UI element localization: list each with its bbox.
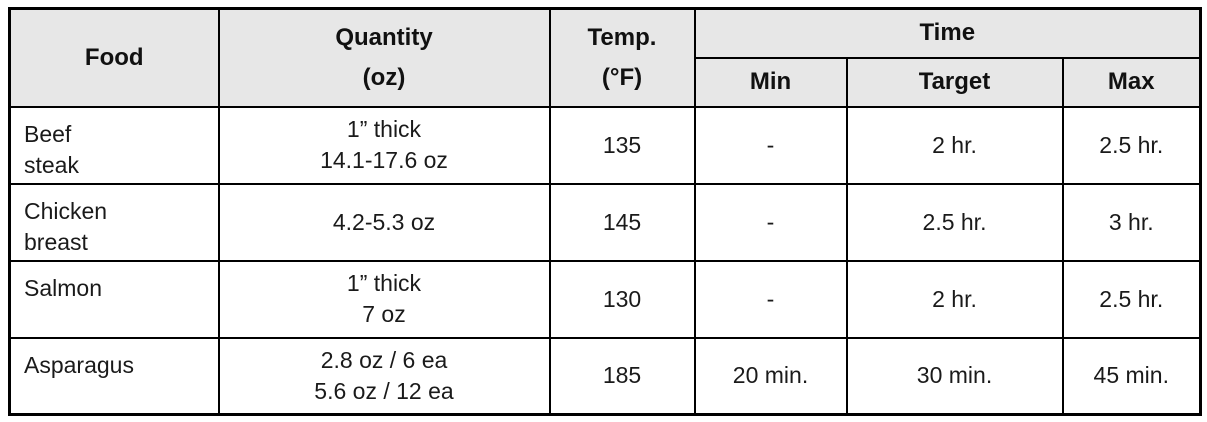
time-max-cell: 2.5 hr.	[1061, 105, 1202, 185]
quantity-cell: 2.8 oz / 6 ea 5.6 oz / 12 ea	[217, 336, 551, 416]
col-header-temp: Temp. (°F)	[548, 7, 696, 108]
time-target-cell: 2 hr.	[845, 259, 1064, 339]
col-header-time: Time	[693, 7, 1202, 59]
temp-cell: 145	[548, 182, 696, 262]
col-header-quantity: Quantity (oz)	[217, 7, 551, 108]
time-max-cell: 45 min.	[1061, 336, 1202, 416]
time-min-cell: -	[693, 105, 848, 185]
food-cell: Beef steak	[8, 105, 220, 185]
table-header: Food Quantity (oz) Temp. (°F) Time Min T…	[8, 7, 1202, 108]
food-cell: Asparagus	[8, 336, 220, 416]
time-target-cell: 2 hr.	[845, 105, 1064, 185]
time-min-cell: 20 min.	[693, 336, 848, 416]
cooking-times-table: Food Quantity (oz) Temp. (°F) Time Min T…	[8, 7, 1203, 416]
time-max-cell: 2.5 hr.	[1061, 259, 1202, 339]
header-row-top: Food Quantity (oz) Temp. (°F) Time	[8, 7, 1202, 108]
col-header-time-target: Target	[845, 56, 1064, 108]
table-row-beef-steak: Beef steak 1” thick 14.1-17.6 oz 135 - 2…	[8, 105, 1202, 185]
temp-cell: 135	[548, 105, 696, 185]
food-cell: Chicken breast	[8, 182, 220, 262]
food-cell: Salmon	[8, 259, 220, 339]
quantity-cell: 1” thick 14.1-17.6 oz	[217, 105, 551, 185]
time-min-cell: -	[693, 259, 848, 339]
table-row-salmon: Salmon 1” thick 7 oz 130 - 2 hr. 2.5 hr.	[8, 259, 1202, 339]
col-header-time-max: Max	[1061, 56, 1202, 108]
quantity-cell: 4.2-5.3 oz	[217, 182, 551, 262]
time-min-cell: -	[693, 182, 848, 262]
table-body: Beef steak 1” thick 14.1-17.6 oz 135 - 2…	[8, 105, 1202, 416]
col-header-food: Food	[8, 7, 220, 108]
temp-cell: 185	[548, 336, 696, 416]
header-row-sub: Min Target Max	[10, 56, 1202, 108]
col-header-time-min: Min	[693, 56, 848, 108]
time-target-cell: 2.5 hr.	[845, 182, 1064, 262]
time-target-cell: 30 min.	[845, 336, 1064, 416]
quantity-cell: 1” thick 7 oz	[217, 259, 551, 339]
table-row-chicken-breast: Chicken breast 4.2-5.3 oz 145 - 2.5 hr. …	[8, 182, 1202, 262]
temp-cell: 130	[548, 259, 696, 339]
table-row-asparagus: Asparagus 2.8 oz / 6 ea 5.6 oz / 12 ea 1…	[8, 336, 1202, 416]
time-max-cell: 3 hr.	[1061, 182, 1202, 262]
